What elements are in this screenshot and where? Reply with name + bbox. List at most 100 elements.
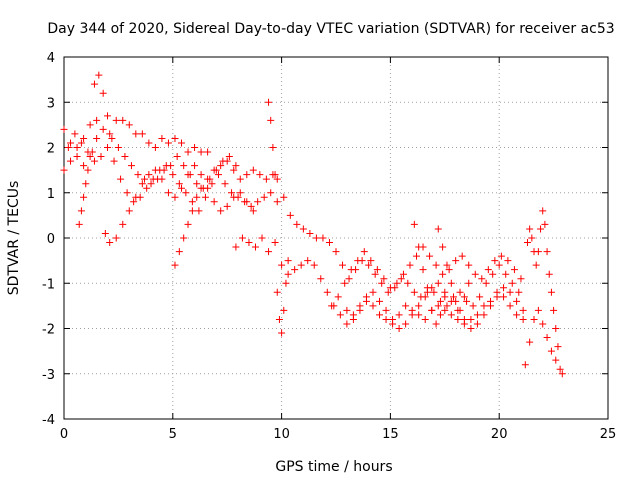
data-point [99,125,107,133]
data-point [463,297,471,305]
data-point [90,157,98,165]
data-point [339,261,347,269]
data-point [539,320,547,328]
data-point [541,220,549,228]
y-axis-label: SDTVAR / TECUs [6,181,22,296]
data-point [204,184,212,192]
data-point [138,180,146,188]
points-layer [60,71,566,378]
data-point [445,266,453,274]
data-point [143,184,151,192]
data-point [484,266,492,274]
data-point [439,270,447,278]
data-point [515,288,523,296]
data-point [439,243,447,251]
y-tick-label: -2 [42,323,55,338]
data-point [456,288,464,296]
series-trace-7 [232,234,279,256]
data-point [304,257,312,265]
data-point [88,148,96,156]
data-point [554,343,562,351]
data-point [543,248,551,256]
data-point [278,329,286,337]
data-point [547,288,555,296]
series-trace-5 [101,162,257,247]
y-tick-label: -1 [42,277,55,292]
data-point [197,184,205,192]
data-point [80,134,88,142]
data-point [397,275,405,283]
data-point [376,297,384,305]
data-point [262,175,270,183]
x-tick-label: 5 [169,427,177,442]
data-point [415,243,423,251]
data-point [473,311,481,319]
data-point [519,315,527,323]
data-point [210,166,218,174]
data-point [343,306,351,314]
data-point [80,162,88,170]
data-point [104,112,112,120]
data-point [552,325,560,332]
data-point [236,175,244,183]
data-point [106,130,114,138]
data-point [125,207,133,215]
data-point [90,80,98,88]
series-trace-15 [521,306,566,378]
data-point [256,171,264,179]
series-trace-13 [410,220,449,328]
data-point [228,189,236,197]
data-point [530,315,538,323]
x-tick-label: 20 [491,427,508,442]
data-point [99,89,107,97]
data-point [210,198,218,206]
data-point [434,302,442,310]
data-point [162,162,170,170]
data-point [299,225,307,233]
x-tick-label: 25 [600,427,617,442]
data-point [291,266,299,274]
data-point [537,225,545,233]
data-point [134,171,142,179]
data-point [119,220,127,228]
data-point [430,288,438,296]
data-point [478,275,486,283]
data-point [386,284,394,292]
data-point [130,198,138,206]
data-point [169,171,177,179]
data-point [428,306,436,314]
data-point [312,234,320,242]
data-point [497,252,505,260]
data-point [432,261,440,269]
data-point [188,207,196,215]
data-point [73,153,81,161]
data-point [251,243,259,251]
data-point [273,175,281,183]
data-point [432,320,440,328]
data-point [151,166,159,174]
data-point [141,175,149,183]
data-point [480,302,488,310]
y-tick-label: 3 [47,96,55,111]
data-point [469,302,477,310]
grid-layer [64,57,608,419]
data-point [80,193,88,201]
data-point [500,284,508,292]
data-point [191,162,199,170]
data-point [447,311,455,319]
data-point [217,207,225,215]
data-point [467,315,475,323]
data-point [178,139,186,147]
data-point [356,302,364,310]
x-tick-label: 10 [273,427,290,442]
data-point [558,370,566,378]
data-point [75,220,83,228]
data-point [365,261,373,269]
data-point [389,315,397,323]
data-point [306,229,314,237]
data-point [534,248,542,256]
data-point [73,144,81,151]
data-point [395,311,403,319]
y-tick-label: 2 [47,142,55,157]
